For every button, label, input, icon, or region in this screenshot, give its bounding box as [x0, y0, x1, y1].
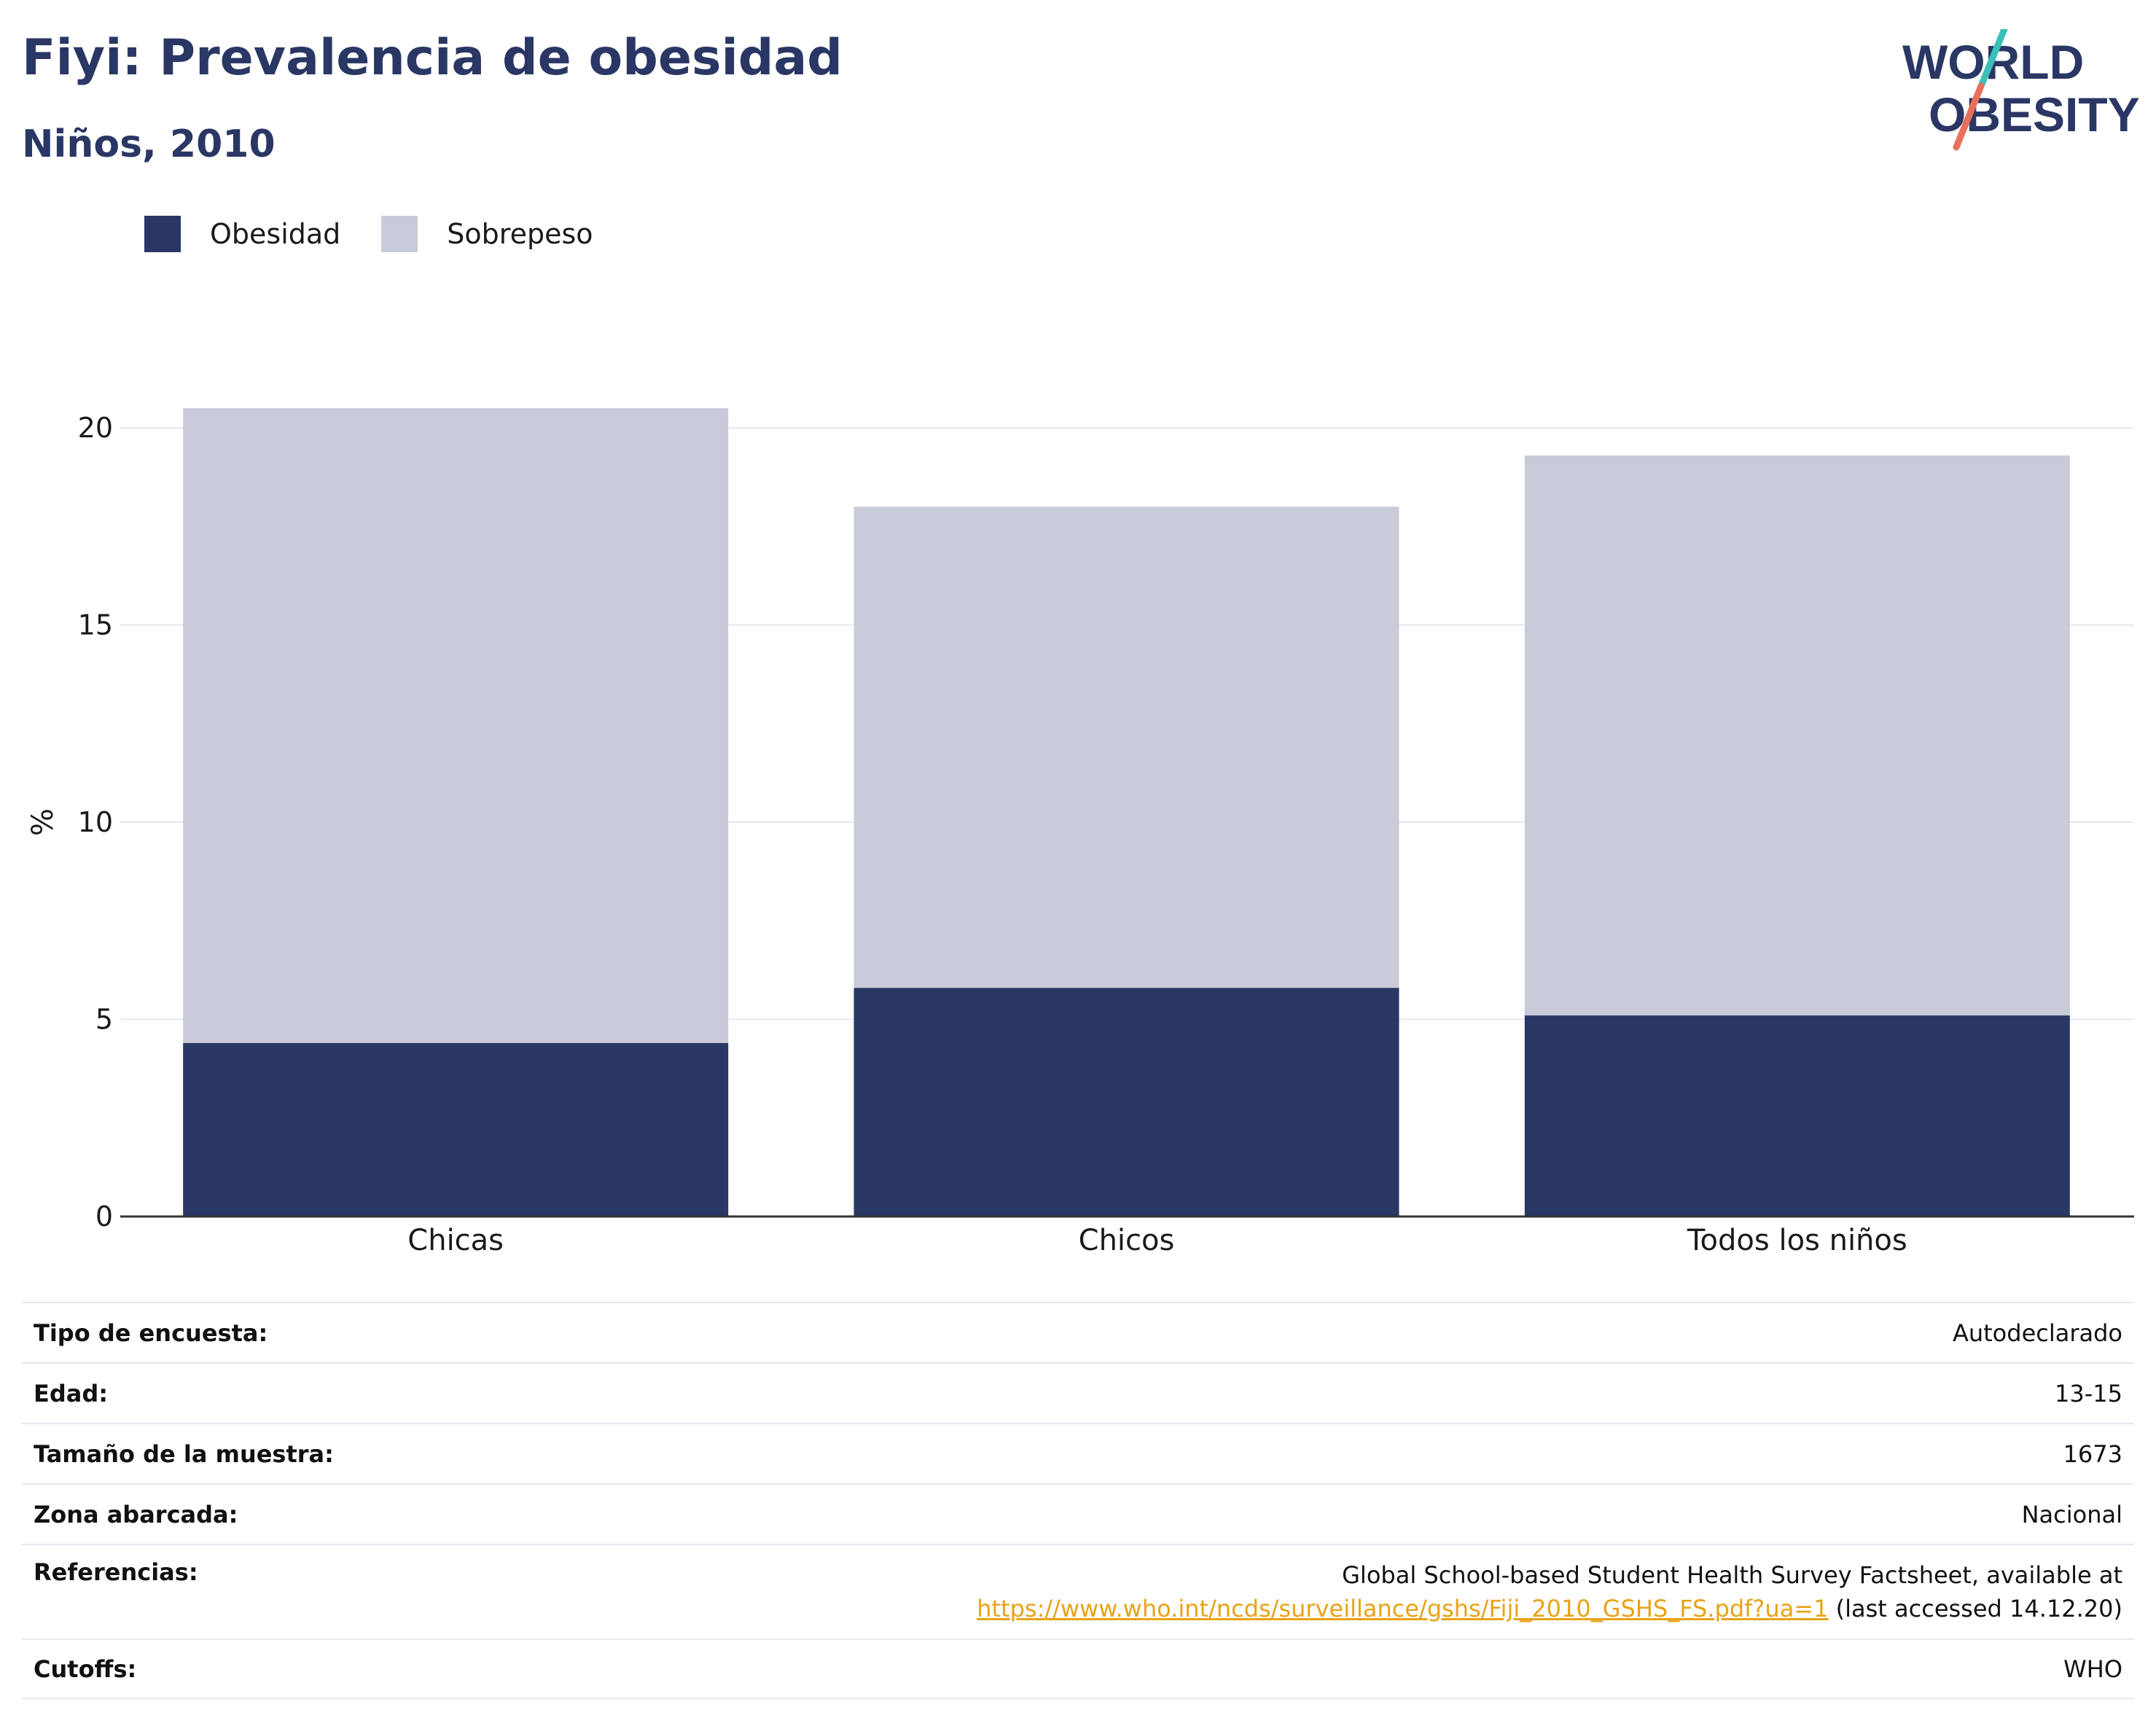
info-value: Nacional: [2021, 1500, 2122, 1528]
legend-label-sobrepeso: Sobrepeso: [447, 218, 593, 250]
legend-item-obesidad: Obesidad: [144, 216, 340, 252]
world-obesity-logo: WORLD OBESITY: [1902, 29, 2140, 151]
survey-info-table: Tipo de encuesta: Autodeclarado Edad: 13…: [22, 1302, 2134, 1699]
logo-slash-coral: [1953, 82, 1985, 151]
legend-label-obesidad: Obesidad: [210, 218, 341, 250]
y-tick-label: 0: [95, 1200, 113, 1233]
info-label: Zona abarcada:: [34, 1500, 238, 1528]
info-label: Edad:: [34, 1379, 109, 1407]
references-value: Global School-based Student Health Surve…: [977, 1558, 2122, 1625]
chart-subtitle: Niños, 2010: [22, 122, 276, 166]
references-link[interactable]: https://www.who.int/ncds/surveillance/gs…: [977, 1595, 1829, 1622]
info-label: Referencias:: [34, 1558, 198, 1586]
chart-legend: Obesidad Sobrepeso: [144, 216, 634, 252]
info-label: Cutoffs:: [34, 1655, 137, 1683]
y-tick-label: 10: [78, 806, 113, 838]
info-value: 13-15: [2055, 1379, 2122, 1407]
bar-sobrepeso: [854, 507, 1399, 988]
legend-item-sobrepeso: Sobrepeso: [381, 216, 593, 252]
y-tick-label: 5: [95, 1004, 113, 1036]
chart-title: Fiyi: Prevalencia de obesidad: [22, 29, 843, 87]
bar-sobrepeso: [183, 407, 729, 1043]
bar-sobrepeso: [1524, 455, 2070, 1016]
info-value: Autodeclarado: [1952, 1319, 2122, 1347]
bar-obesidad: [854, 988, 1399, 1216]
info-row-references: Referencias: Global School-based Student…: [22, 1544, 2134, 1639]
info-row-survey-type: Tipo de encuesta: Autodeclarado: [22, 1302, 2134, 1362]
x-tick-label: Todos los niños: [1687, 1224, 1907, 1257]
logo-slash-teal: [1977, 29, 2008, 90]
references-accessed: (last accessed 14.12.20): [1828, 1595, 2122, 1622]
stacked-bar-chart: 0 5 10 15 20% Chicas Chicos Todos los niños: [26, 407, 2134, 1257]
info-row-area: Zona abarcada: Nacional: [22, 1483, 2134, 1544]
legend-swatch-obesidad: [144, 216, 181, 252]
info-value: WHO: [2063, 1655, 2122, 1683]
info-label: Tipo de encuesta:: [34, 1319, 268, 1347]
x-tick-label: Chicos: [1079, 1224, 1175, 1257]
y-tick-label: 15: [78, 609, 113, 641]
bar-obesidad: [1524, 1015, 2070, 1216]
info-label: Tamaño de la muestra:: [34, 1440, 334, 1468]
info-value: 1673: [2063, 1440, 2122, 1468]
bar-obesidad: [183, 1042, 729, 1216]
y-tick-label: 20: [78, 412, 113, 444]
x-tick-label: Chicas: [407, 1224, 504, 1257]
info-row-age: Edad: 13-15: [22, 1362, 2134, 1423]
references-text: Global School-based Student Health Surve…: [1342, 1561, 2122, 1589]
info-row-sample-size: Tamaño de la muestra: 1673: [22, 1423, 2134, 1483]
info-row-cutoffs: Cutoffs: WHO: [22, 1639, 2134, 1699]
y-axis-title: %: [26, 808, 60, 836]
legend-swatch-sobrepeso: [381, 216, 418, 252]
